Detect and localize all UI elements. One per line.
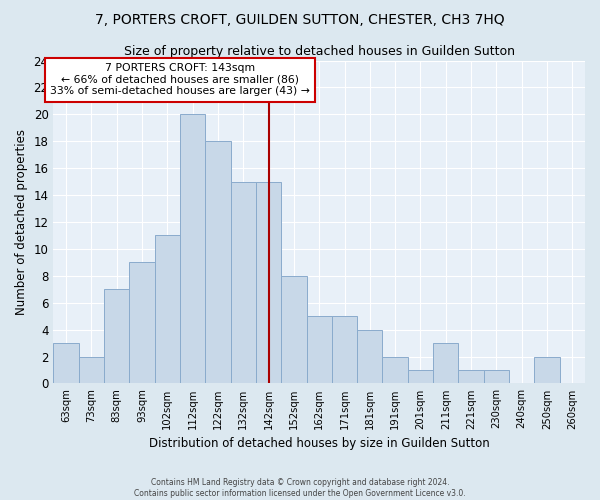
Text: 7 PORTERS CROFT: 143sqm
← 66% of detached houses are smaller (86)
33% of semi-de: 7 PORTERS CROFT: 143sqm ← 66% of detache…: [50, 63, 310, 96]
Bar: [130, 262, 155, 384]
Bar: [382, 356, 408, 384]
Bar: [307, 316, 332, 384]
Bar: [408, 370, 433, 384]
Bar: [79, 356, 104, 384]
X-axis label: Distribution of detached houses by size in Guilden Sutton: Distribution of detached houses by size …: [149, 437, 490, 450]
Bar: [155, 236, 180, 384]
Bar: [535, 356, 560, 384]
Text: 7, PORTERS CROFT, GUILDEN SUTTON, CHESTER, CH3 7HQ: 7, PORTERS CROFT, GUILDEN SUTTON, CHESTE…: [95, 12, 505, 26]
Title: Size of property relative to detached houses in Guilden Sutton: Size of property relative to detached ho…: [124, 45, 515, 58]
Bar: [484, 370, 509, 384]
Bar: [53, 343, 79, 384]
Bar: [256, 182, 281, 384]
Y-axis label: Number of detached properties: Number of detached properties: [15, 129, 28, 315]
Bar: [180, 114, 205, 384]
Bar: [433, 343, 458, 384]
Bar: [230, 182, 256, 384]
Bar: [357, 330, 382, 384]
Text: Contains HM Land Registry data © Crown copyright and database right 2024.
Contai: Contains HM Land Registry data © Crown c…: [134, 478, 466, 498]
Bar: [458, 370, 484, 384]
Bar: [332, 316, 357, 384]
Bar: [205, 142, 230, 384]
Bar: [104, 290, 130, 384]
Bar: [281, 276, 307, 384]
